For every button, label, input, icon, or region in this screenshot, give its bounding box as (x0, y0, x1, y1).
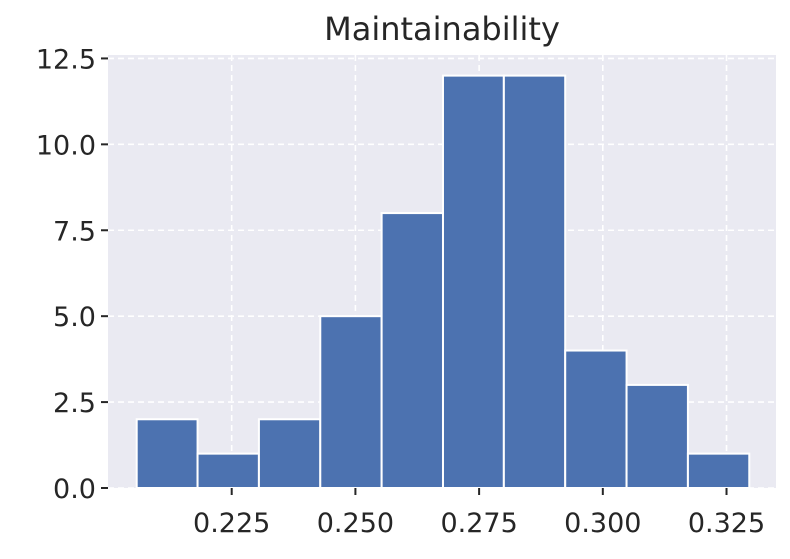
histogram-bar (380, 212, 444, 489)
chart-title: Maintainability (324, 10, 560, 48)
y-tick-label: 0.0 (53, 474, 96, 505)
histogram-bar (196, 452, 260, 489)
histogram-bar (441, 74, 505, 489)
x-tick-label: 0.275 (440, 508, 517, 539)
x-tick-label: 0.225 (193, 508, 270, 539)
y-tick-label: 5.0 (53, 302, 96, 333)
y-tick-label: 7.5 (53, 216, 96, 247)
histogram-bar (625, 383, 689, 489)
axis-ticks: 0.225 0.250 0.275 0.300 0.325 0.0 2.5 5.0 7.5 10.… (36, 44, 765, 539)
histogram-bar (135, 418, 199, 489)
histogram-bars (135, 74, 751, 489)
histogram-bar (502, 74, 567, 489)
y-tick-label: 12.5 (36, 44, 96, 75)
histogram-bar (686, 452, 751, 489)
y-tick-label: 2.5 (53, 388, 96, 419)
y-tick-label: 10.0 (36, 130, 96, 161)
histogram-bar (564, 349, 628, 489)
x-tick-label: 0.250 (317, 508, 394, 539)
x-tick-label: 0.300 (564, 508, 641, 539)
x-tick-label: 0.325 (688, 508, 765, 539)
histogram-bar (319, 315, 383, 489)
histogram-bar (257, 418, 322, 489)
